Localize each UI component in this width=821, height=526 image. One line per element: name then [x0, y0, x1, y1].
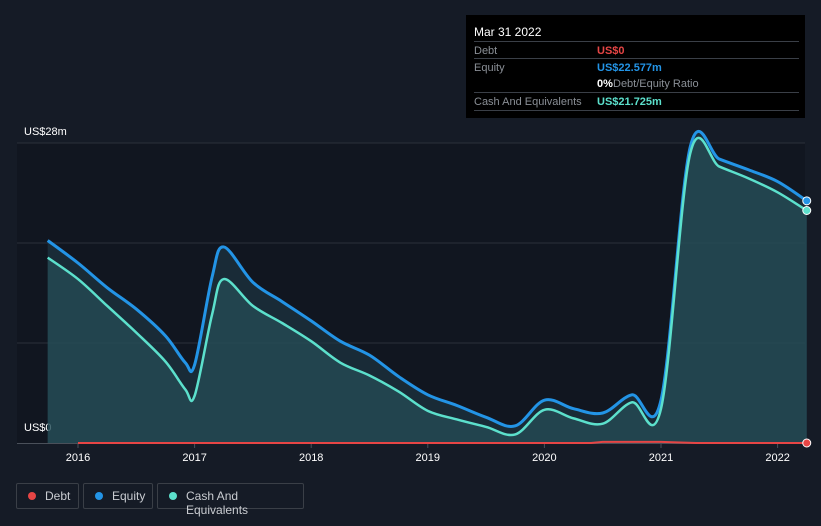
tooltip-cash-value: US$21.725m [597, 96, 662, 108]
debt-dot-icon [28, 492, 36, 500]
x-tick-label: 2016 [66, 452, 90, 464]
y-tick-label: US$0 [24, 422, 52, 434]
legend-cash[interactable]: Cash And Equivalents [157, 483, 304, 517]
y-tick-label: US$28m [24, 126, 67, 138]
x-tick-label: 2020 [532, 452, 556, 464]
legend-debt[interactable]: Debt [16, 483, 79, 509]
equity-end-point [802, 196, 812, 206]
tooltip-date: Mar 31 2022 [474, 25, 542, 39]
tooltip-equity-value: US$22.577m [597, 62, 662, 74]
cash-line [46, 136, 808, 437]
legend-equity[interactable]: Equity [83, 483, 153, 509]
cash-area [47, 137, 807, 444]
tooltip-debt-label: Debt [474, 45, 498, 57]
debt-end-point [802, 438, 812, 448]
cash-end-point [802, 206, 812, 215]
tooltip-cash-label: Cash And Equivalents [474, 96, 582, 108]
tooltip-debt-value: US$0 [597, 45, 625, 57]
tooltip-equity-label: Equity [474, 62, 505, 74]
x-tick-label: 2018 [299, 452, 323, 464]
x-tick-label: 2019 [416, 452, 440, 464]
tooltip-ratio-label: Debt/Equity Ratio [613, 78, 699, 90]
legend-cash-label: Cash And Equivalents [186, 489, 249, 517]
x-tick-label: 2022 [765, 452, 789, 464]
x-tick-label: 2021 [649, 452, 673, 464]
debt-line [78, 440, 807, 444]
cash-dot-icon [169, 492, 177, 500]
x-tick-label: 2017 [182, 452, 206, 464]
equity-dot-icon [95, 492, 103, 500]
tooltip: Mar 31 2022 Debt US$0 Equity US$22.577m 0%… [466, 15, 805, 118]
legend-equity-label: Equity [112, 489, 146, 503]
legend-debt-label: Debt [45, 489, 71, 503]
tooltip-ratio-value: 0% [597, 78, 613, 90]
